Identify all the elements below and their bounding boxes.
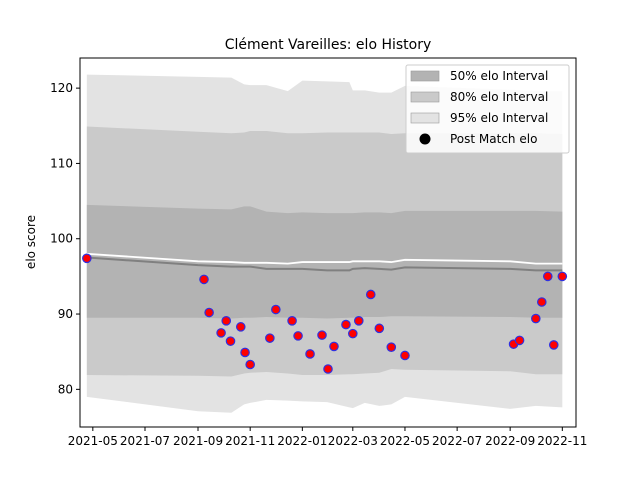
legend-entry-label: 95% elo Interval [450, 111, 548, 125]
post-match-elo-point [221, 316, 232, 326]
post-match-elo-point [386, 342, 397, 352]
post-match-elo-point [287, 316, 297, 326]
x-tick-label: 2021-07 [120, 434, 170, 448]
post-match-elo-point [323, 364, 333, 374]
upper-elo-line [86, 252, 563, 265]
x-tick-label: 2021-05 [68, 434, 118, 448]
post-match-elo-point [235, 322, 246, 332]
y-tick-label: 110 [50, 156, 73, 170]
y-tick-label: 80 [58, 382, 73, 396]
post-match-elo-point [240, 347, 250, 358]
post-match-elo-point [531, 313, 541, 324]
y-axis-label: elo score [24, 215, 38, 269]
legend-entry-label: 50% elo Interval [450, 69, 548, 83]
plot-frame [79, 57, 577, 428]
post-match-elo-point [265, 333, 275, 343]
post-match-elo-point [225, 336, 236, 346]
y-tick-label: 90 [58, 307, 73, 321]
mean-elo-line [86, 256, 563, 272]
y-tick-label: 100 [50, 232, 73, 246]
post-match-elo-point [548, 340, 559, 350]
post-match-elo-point [365, 289, 376, 300]
post-match-elo-point [82, 253, 92, 264]
post-match-elo-point [341, 319, 351, 330]
y-axis: 80 90 100 110 120 [50, 81, 80, 396]
post-match-elo-point [374, 323, 385, 334]
x-tick-label: 2021-09 [173, 434, 223, 448]
post-match-elo-point [557, 271, 568, 282]
post-match-elo-point [317, 330, 327, 340]
chart-title: Clément Vareilles: elo History [225, 37, 432, 53]
post-match-elo-point [542, 271, 553, 282]
post-match-elo-point [199, 274, 209, 285]
x-tick-label: 2022-09 [485, 434, 535, 448]
legend-box [405, 64, 570, 154]
legend-entry-label: 80% elo Interval [450, 90, 548, 104]
post-match-elo-point [536, 297, 547, 307]
legend-marker-post-match [419, 133, 431, 145]
x-tick-label: 2022-01 [277, 434, 327, 448]
y-tick-label: 120 [50, 81, 73, 95]
x-tick-label: 2022-11 [537, 434, 587, 448]
post-match-elo-point [245, 359, 255, 370]
legend-swatch-95 [410, 112, 440, 124]
post-match-elo-point [204, 307, 214, 318]
legend-entry-label: Post Match elo [450, 132, 537, 146]
post-match-elo-point [514, 335, 525, 346]
post-match-elo-point [216, 328, 226, 338]
plot-area [79, 57, 577, 428]
post-match-elo-point [353, 316, 364, 326]
x-tick-label: 2022-07 [432, 434, 482, 448]
post-match-elo-point [329, 341, 339, 352]
x-tick-label: 2022-05 [380, 434, 430, 448]
legend-swatch-80 [410, 91, 440, 103]
legend: 50% elo Interval 80% elo Interval 95% elo … [405, 64, 570, 154]
x-tick-label: 2022-03 [328, 434, 378, 448]
x-tick-label: 2021-11 [225, 434, 275, 448]
post-match-elo-point [305, 349, 315, 359]
x-axis: 2021-05 2021-07 2021-09 2021-11 2022-01 2022-… [68, 427, 587, 448]
post-match-elo-point [347, 328, 358, 339]
post-match-elo-point [293, 331, 303, 341]
legend-swatch-50 [410, 70, 440, 82]
post-match-elo-point [271, 304, 281, 315]
post-match-elo-point [400, 350, 410, 361]
